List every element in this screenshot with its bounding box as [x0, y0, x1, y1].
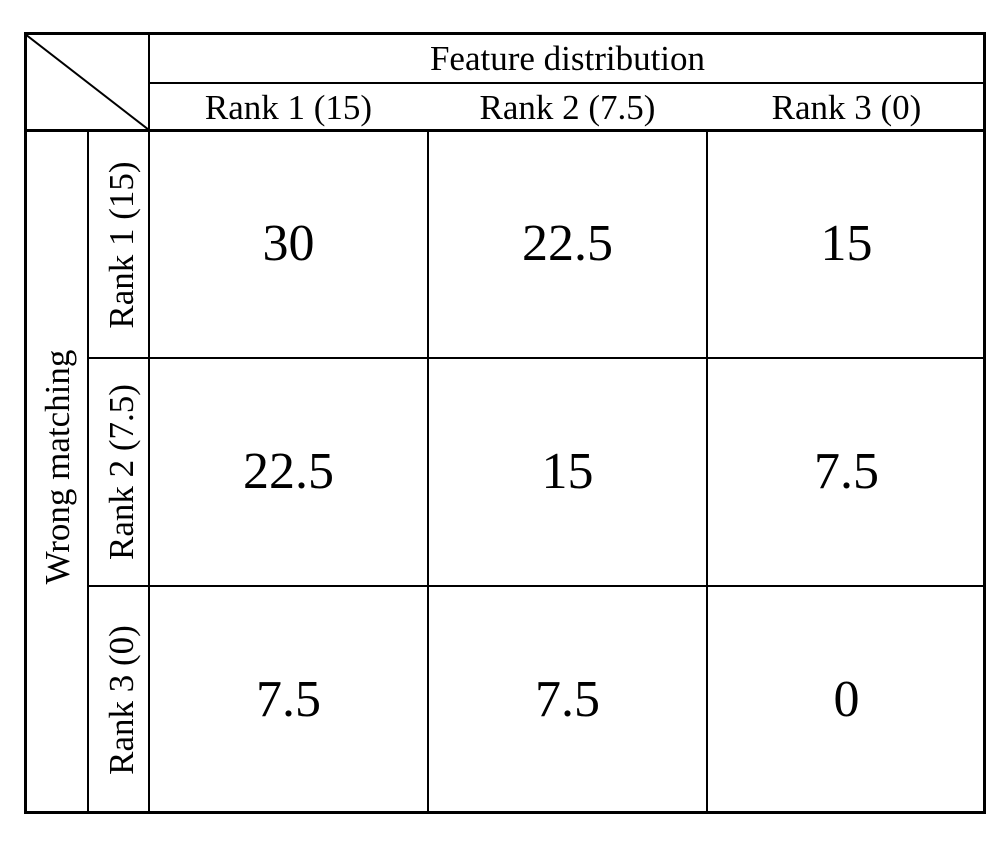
header-divider-line — [149, 82, 986, 84]
cell-r2-c3: 7.5 — [814, 443, 879, 500]
outer-border-top — [24, 32, 986, 35]
column-header-rank-1: Rank 1 (15) — [204, 87, 373, 127]
corner-diagonal-line — [25, 34, 149, 130]
cell-r3-c2: 7.5 — [535, 671, 600, 728]
cell-r3-c1: 7.5 — [256, 671, 321, 728]
cell-divider-vertical-2 — [706, 129, 708, 814]
cell-r2-c1: 22.5 — [243, 443, 334, 500]
row-header-rank-2: Rank 2 (7.5) — [101, 384, 141, 560]
cell-divider-horizontal-2 — [87, 585, 986, 587]
column-header-rank-3: Rank 3 (0) — [771, 87, 922, 127]
cell-r2-c2: 15 — [541, 443, 594, 500]
cell-divider-vertical-1 — [427, 129, 429, 814]
feature-distribution-title: Feature distribution — [429, 39, 706, 78]
cell-r3-c3: 0 — [833, 671, 860, 728]
column-header-rank-2: Rank 2 (7.5) — [479, 87, 656, 127]
cell-r1-c2: 22.5 — [522, 215, 613, 272]
outer-border-left — [24, 32, 27, 814]
header-bottom-line — [24, 129, 986, 132]
outer-border-bottom — [24, 811, 986, 814]
wrong-matching-title: Wrong matching — [37, 349, 77, 585]
outer-border-right — [983, 32, 986, 814]
cell-r1-c1: 30 — [262, 215, 315, 272]
row-header-rank-3: Rank 3 (0) — [101, 625, 141, 775]
side-label-divider-line — [87, 129, 89, 814]
cell-r1-c3: 15 — [820, 215, 873, 272]
column-header-left-line — [148, 32, 150, 814]
cell-divider-horizontal-1 — [87, 357, 986, 359]
row-header-rank-1: Rank 1 (15) — [101, 161, 141, 329]
